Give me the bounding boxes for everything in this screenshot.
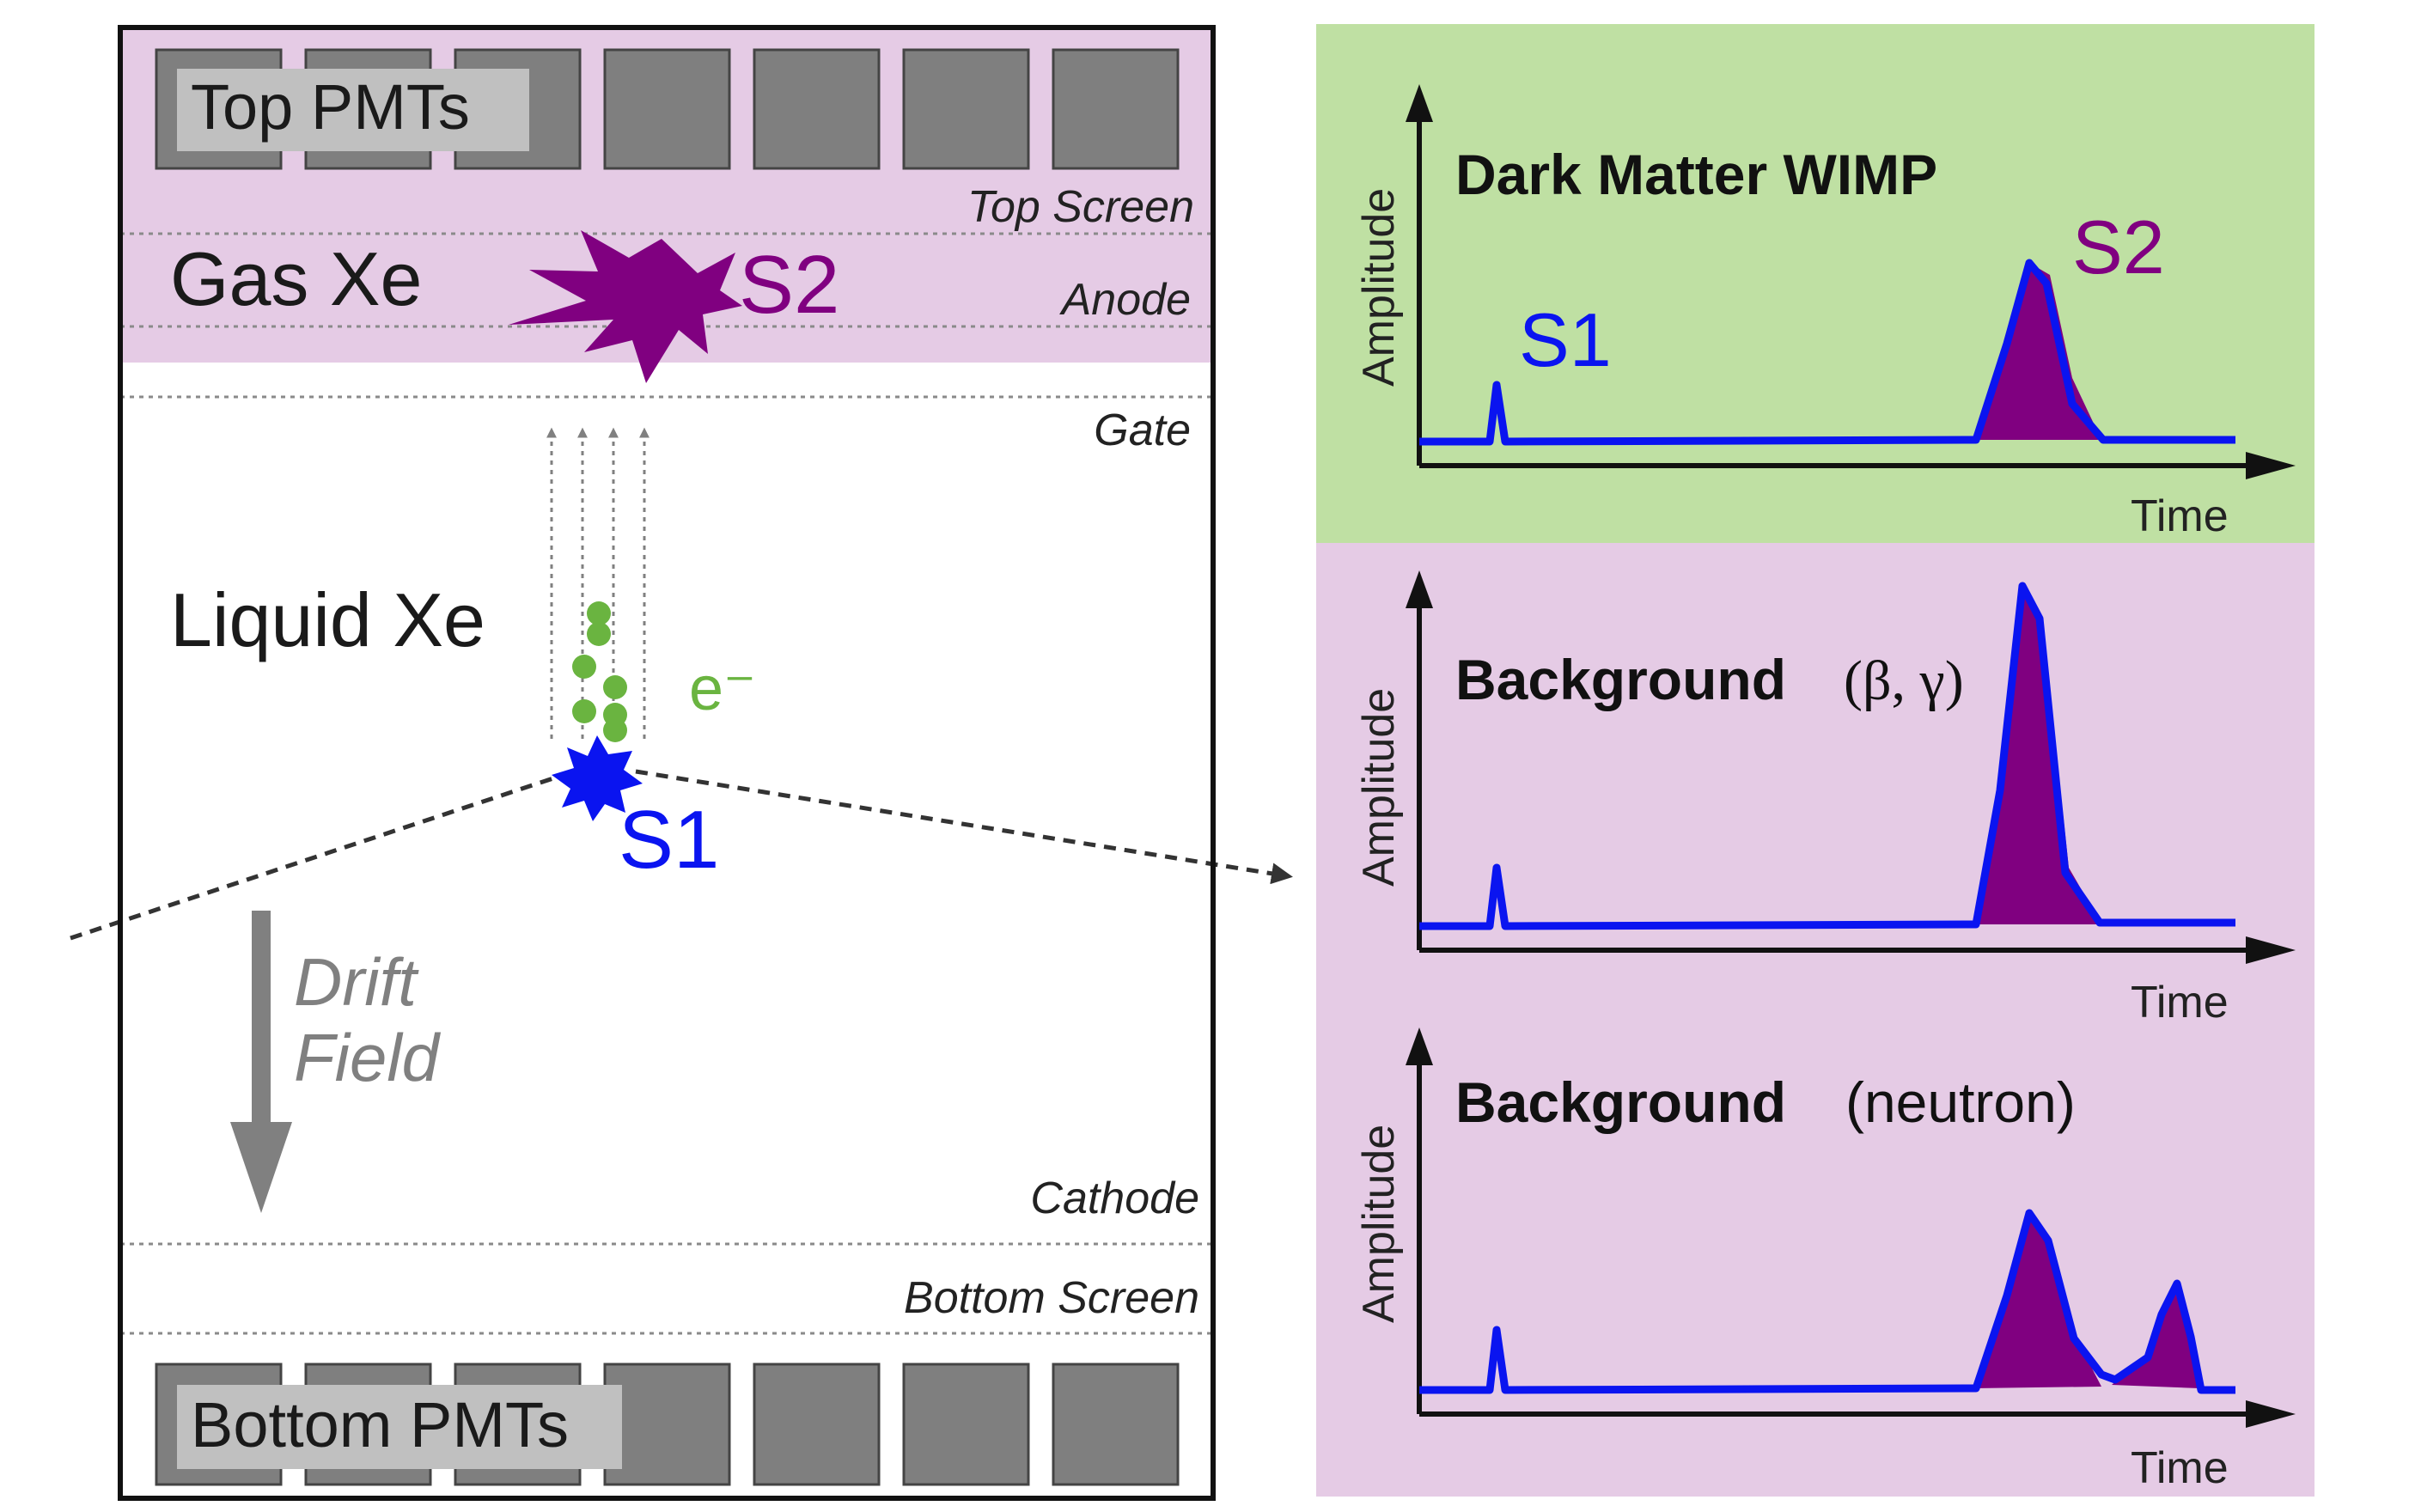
electron-dot — [603, 675, 627, 699]
waveform-panels: Amplitude Time Dark Matter WIMP S1 S2 Am… — [1316, 24, 2314, 1497]
time-axis-label: Time — [2131, 491, 2229, 541]
amplitude-axis-label: Amplitude — [1354, 1125, 1404, 1323]
wimp-waveform-panel: Amplitude Time Dark Matter WIMP S1 S2 — [1316, 24, 2314, 543]
wimp-s1-label: S1 — [1519, 297, 1612, 382]
top-pmt — [1053, 50, 1178, 168]
bottom-pmt — [1053, 1364, 1178, 1485]
electron-dot — [572, 699, 596, 723]
top-pmt — [904, 50, 1028, 168]
electron-dot — [587, 601, 611, 625]
amplitude-axis-label: Amplitude — [1354, 688, 1404, 887]
drift-field-arrow-icon — [230, 1122, 292, 1213]
electron-cloud — [572, 601, 627, 742]
drift-field-label-line2: Field — [294, 1020, 442, 1095]
electron-label: e⁻ — [689, 655, 756, 723]
wimp-s2-label: S2 — [2072, 204, 2165, 290]
bottom-pmts-label: Bottom PMTs — [191, 1389, 569, 1460]
time-axis-label: Time — [2131, 1443, 2229, 1493]
time-axis-label: Time — [2131, 978, 2229, 1027]
electron-dot — [603, 718, 627, 742]
s1-label: S1 — [619, 794, 719, 886]
gate-label: Gate — [1094, 405, 1191, 455]
top-pmt — [754, 50, 879, 168]
electron-dot — [572, 655, 596, 679]
wimp-panel-title: Dark Matter WIMP — [1455, 143, 1937, 206]
electrode-lines — [120, 234, 1213, 1333]
liquid-xe-label: Liquid Xe — [170, 577, 485, 662]
tpc-detector: Top PMTs Bottom PMTs Top Screen Anode Ga… — [70, 27, 1289, 1498]
s2-label: S2 — [739, 239, 839, 331]
incoming-particle-track — [70, 773, 569, 938]
amplitude-axis-label: Amplitude — [1354, 188, 1404, 387]
bottom-pmt — [904, 1364, 1028, 1485]
top-pmt — [605, 50, 729, 168]
bottom-pmt — [605, 1364, 729, 1485]
top-screen-label: Top Screen — [967, 182, 1194, 232]
bottom-pmt — [754, 1364, 879, 1485]
beta-gamma-panel-subtitle: (β, γ) — [1844, 649, 1964, 712]
electron-drift-paths — [552, 430, 644, 739]
electron-dot — [587, 622, 611, 646]
drift-field-label-line1: Drift — [294, 944, 419, 1020]
bottom-screen-label: Bottom Screen — [904, 1273, 1199, 1323]
gas-xe-label: Gas Xe — [170, 236, 422, 321]
cathode-label: Cathode — [1030, 1174, 1199, 1223]
beta-gamma-panel-title: Background — [1455, 648, 1786, 711]
top-pmts-label: Top PMTs — [191, 71, 470, 143]
neutron-panel-subtitle: (neutron) — [1845, 1070, 2076, 1134]
neutron-panel-title: Background — [1455, 1070, 1786, 1134]
anode-label: Anode — [1059, 275, 1191, 325]
outgoing-particle-track — [636, 771, 1289, 876]
